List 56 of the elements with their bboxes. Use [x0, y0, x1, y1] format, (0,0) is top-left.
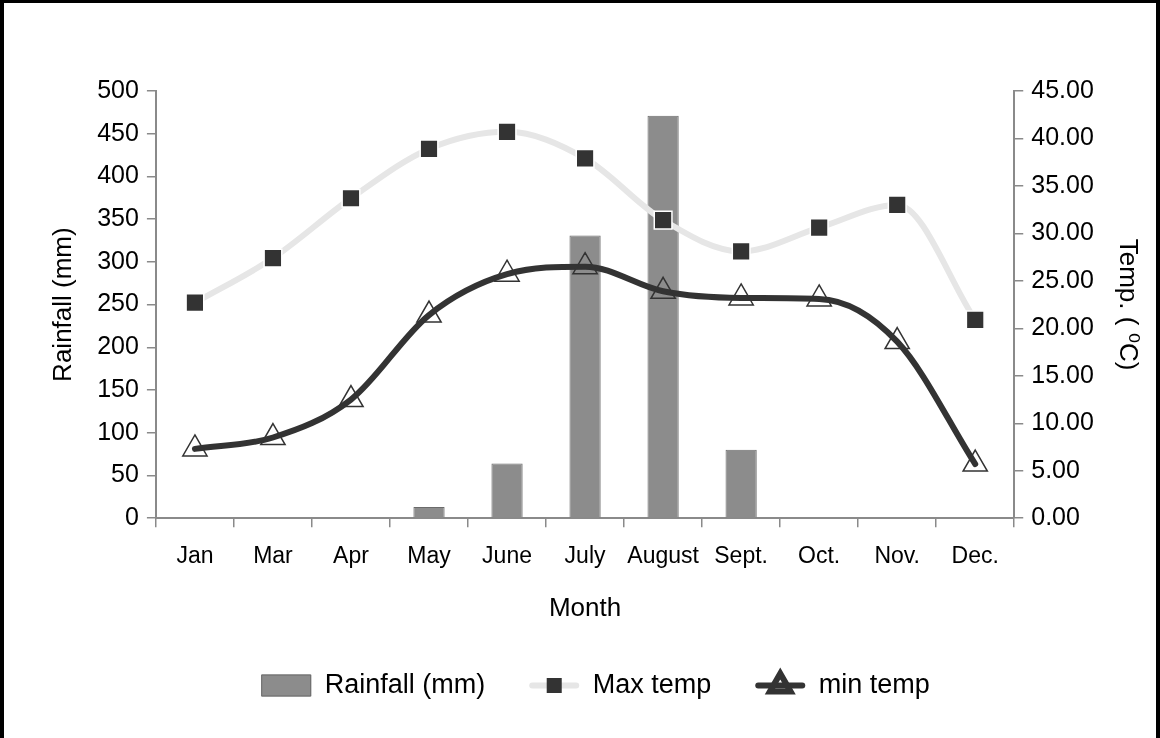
x-tick-label: Nov. — [874, 542, 920, 569]
point — [653, 210, 673, 230]
x-tick-label: May — [407, 542, 452, 569]
y2-tick-label: 0.00 — [1031, 502, 1080, 531]
y-tick-label: 350 — [97, 203, 139, 232]
point — [809, 218, 829, 238]
x-tick-label: June — [482, 542, 532, 569]
point — [497, 122, 517, 142]
point — [575, 148, 595, 168]
point — [182, 434, 208, 457]
y-tick-label: 250 — [97, 288, 139, 317]
y2-tick-label: 35.00 — [1031, 169, 1094, 198]
point — [887, 195, 907, 215]
x-tick-label: Apr — [333, 542, 370, 569]
y-tick-label: 450 — [97, 117, 139, 146]
y2-tick-label: 40.00 — [1031, 122, 1094, 151]
x-tick-label: Sept. — [714, 542, 768, 569]
y2-tick-label: 45.00 — [1031, 74, 1094, 103]
y2-tick-label: 30.00 — [1031, 217, 1094, 246]
x-tick-label: Mar — [253, 542, 294, 569]
y2-tick-label: 5.00 — [1031, 454, 1080, 483]
y-tick-label: 0 — [125, 502, 139, 531]
point — [731, 241, 751, 262]
y-tick-label: 200 — [97, 331, 139, 360]
x-tick-label: Jan — [176, 542, 214, 569]
point — [806, 284, 833, 307]
x-tick-label: August — [627, 542, 700, 569]
legend-label: min temp — [818, 668, 930, 699]
legend-label: Rainfall (mm) — [324, 668, 486, 699]
point — [650, 276, 676, 300]
y2-tick-label: 25.00 — [1031, 264, 1094, 293]
point — [260, 422, 286, 446]
x-tick-label: Oct. — [798, 542, 841, 569]
y-axis-title: Rainfall (mm) — [46, 227, 77, 382]
y-tick-label: 150 — [97, 373, 139, 402]
y-tick-label: 50 — [111, 459, 139, 488]
y2-tick-label: 15.00 — [1031, 359, 1094, 388]
y2-tick-label: 10.00 — [1031, 407, 1094, 436]
x-tick-label: Dec. — [951, 542, 999, 569]
x-tick-label: July — [564, 542, 607, 569]
x-axis-title: Month — [548, 591, 622, 622]
y2-tick-label: 20.00 — [1031, 312, 1094, 341]
point — [962, 449, 989, 472]
point — [338, 384, 364, 408]
y-tick-label: 500 — [97, 74, 139, 103]
point — [884, 326, 911, 350]
y-tick-label: 300 — [97, 245, 139, 274]
point — [341, 188, 361, 208]
point — [416, 300, 442, 323]
y-tick-label: 100 — [97, 416, 139, 445]
point — [419, 139, 439, 159]
legend-label: Max temp — [592, 668, 712, 699]
y-tick-label: 400 — [97, 160, 139, 189]
point — [263, 248, 283, 268]
y2-axis-title: Temp. ( ⁰C) — [1114, 238, 1145, 371]
point — [728, 283, 755, 306]
